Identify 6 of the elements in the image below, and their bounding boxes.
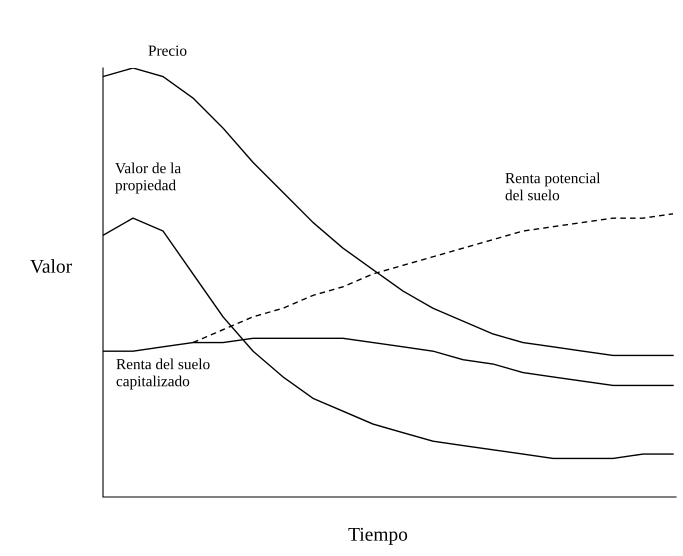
y-axis-title: Valor xyxy=(30,259,72,273)
x-axis-title: Tiempo xyxy=(348,528,408,545)
series-label: Valor de la propiedad xyxy=(115,162,181,194)
series-label: Renta potencial del suelo xyxy=(505,172,600,200)
series-label: Renta del suelo capitalizado xyxy=(116,358,210,390)
series-label: Precio xyxy=(148,46,186,56)
